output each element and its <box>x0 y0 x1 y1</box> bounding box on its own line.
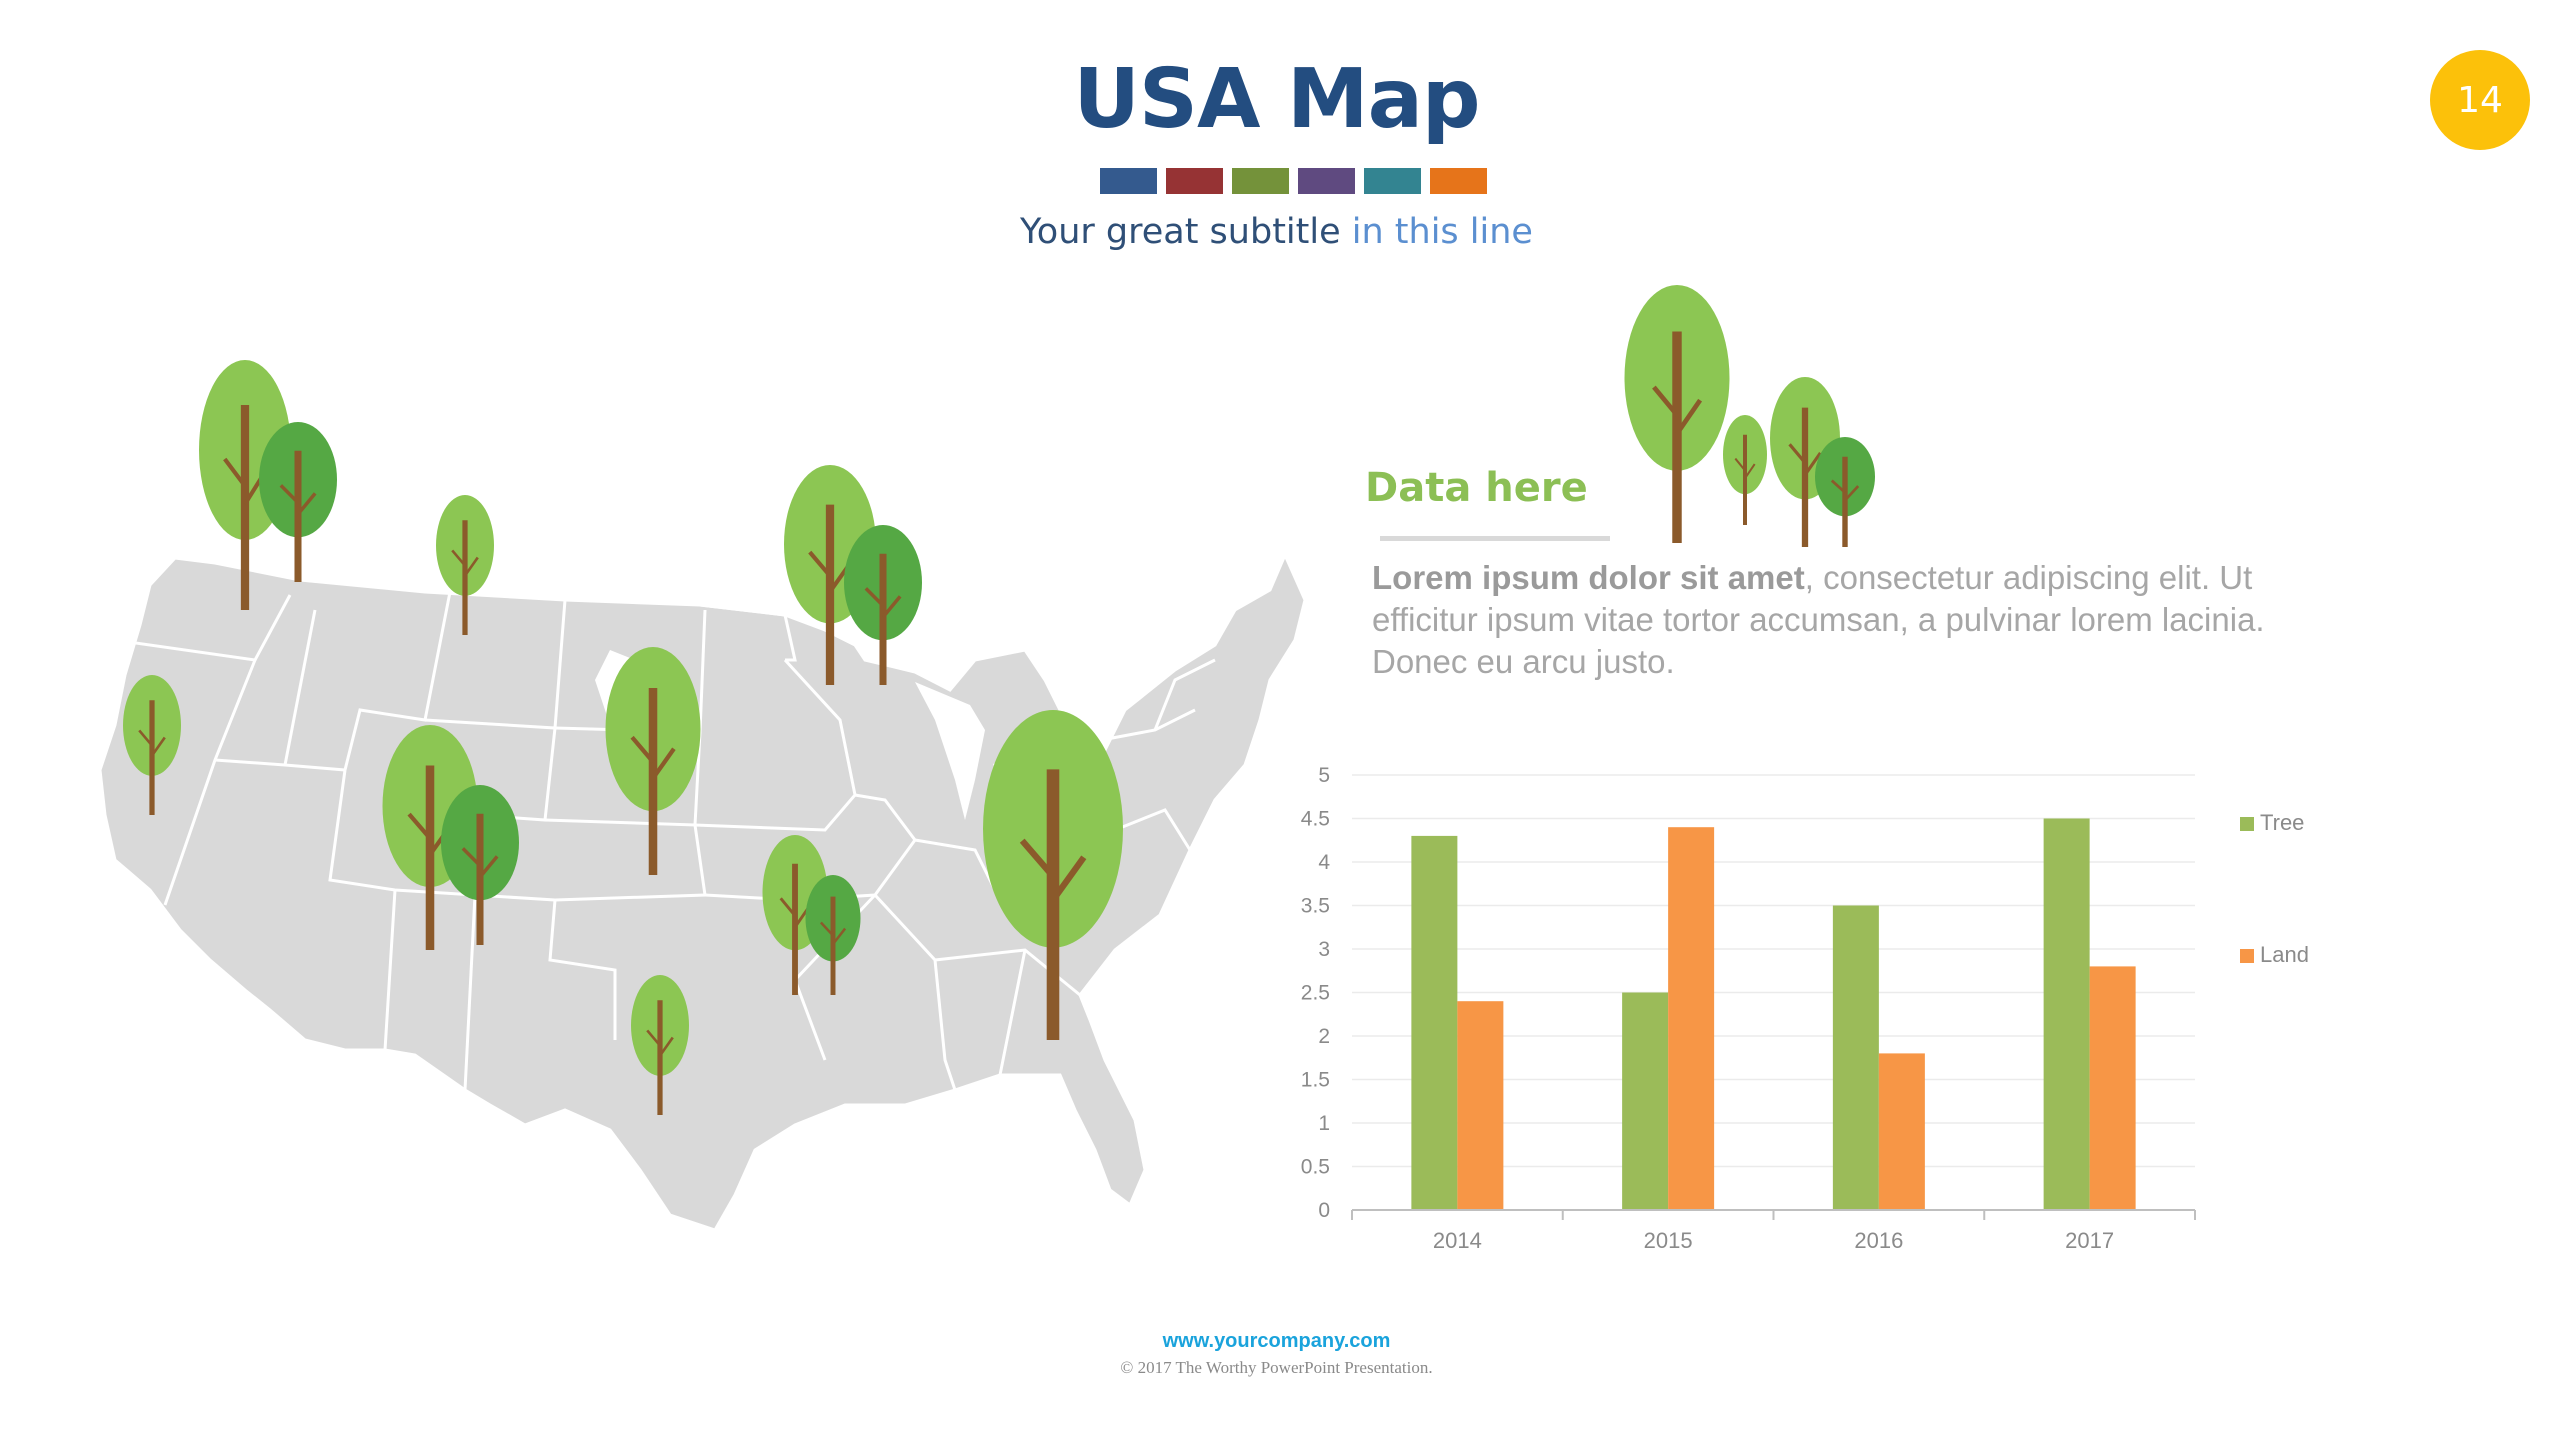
y-tick-label: 1 <box>1318 1112 1330 1135</box>
chart-axes: 0 0.5 1 1.5 2 2.5 3 3.5 4 4.5 5 2014 2015 2016 2017 <box>1301 764 2196 1253</box>
legend-label: Tree <box>2260 810 2304 835</box>
bar-chart: 0 0.5 1 1.5 2 2.5 3 3.5 4 4.5 5 2014 2015 2016 2017 Tr… <box>1301 764 2309 1253</box>
page-title: USA Map <box>1073 52 1480 147</box>
tree-icon <box>805 875 861 995</box>
color-swatch <box>1430 168 1487 194</box>
tree-icon <box>1815 437 1875 547</box>
color-swatch-bar <box>1100 168 1487 194</box>
chart-legend: Tree Land <box>2240 810 2309 967</box>
bar-land <box>2089 966 2136 1210</box>
color-swatch <box>1232 168 1289 194</box>
tree-icon <box>631 975 689 1115</box>
tree-icon <box>436 495 494 635</box>
tree-cluster-illustration <box>1624 285 1875 547</box>
bar-tree <box>1832 905 1879 1210</box>
tree-icon <box>259 422 337 582</box>
subtitle-highlight: in this line <box>1340 212 1533 252</box>
y-tick-label: 0 <box>1318 1199 1330 1222</box>
page-number-badge: 14 <box>2430 50 2530 150</box>
y-tick-label: 4.5 <box>1301 808 1330 831</box>
legend-swatch <box>2240 817 2254 831</box>
tree-icon <box>1723 415 1767 525</box>
body-text-rest: , consectetur adipiscing elit. Ut effici… <box>1372 559 2265 680</box>
y-tick-label: 3.5 <box>1301 895 1330 918</box>
x-tick-label: 2014 <box>1433 1228 1482 1253</box>
color-swatch <box>1166 168 1223 194</box>
x-tick-label: 2015 <box>1644 1228 1693 1253</box>
bar-land <box>1878 1053 1925 1210</box>
footer-url[interactable]: www.yourcompany.com <box>1162 1330 1391 1352</box>
usa-map <box>98 360 1307 1232</box>
body-bold-lead: Lorem ipsum dolor sit amet <box>1372 559 1805 596</box>
body-paragraph: Lorem ipsum dolor sit amet, consectetur … <box>1372 557 2352 683</box>
heading-underline <box>1380 536 1610 541</box>
tree-icon <box>1624 285 1730 543</box>
tree-icon <box>441 785 519 945</box>
tree-icon <box>605 647 701 875</box>
bar-tree <box>1622 992 1669 1210</box>
y-tick-label: 2 <box>1318 1025 1330 1048</box>
legend-label: Land <box>2260 942 2309 967</box>
subtitle-main: Your great subtitle <box>1020 212 1341 252</box>
x-tick-label: 2016 <box>1854 1228 1903 1253</box>
bar-land <box>1668 827 1715 1210</box>
y-tick-label: 4 <box>1318 851 1330 874</box>
bar-tree <box>2043 818 2090 1210</box>
color-swatch <box>1364 168 1421 194</box>
bar-land <box>1457 1001 1504 1210</box>
tree-icon <box>844 525 922 685</box>
tree-icon <box>983 710 1123 1040</box>
section-heading: Data here <box>1365 465 1588 511</box>
y-tick-label: 5 <box>1318 764 1330 787</box>
y-tick-label: 0.5 <box>1301 1156 1330 1179</box>
x-tick-label: 2017 <box>2065 1228 2114 1253</box>
legend-swatch <box>2240 949 2254 963</box>
y-tick-label: 1.5 <box>1301 1069 1330 1092</box>
color-swatch <box>1298 168 1355 194</box>
bar-tree <box>1411 835 1458 1210</box>
color-swatch <box>1100 168 1157 194</box>
y-tick-label: 2.5 <box>1301 982 1330 1005</box>
footer-copyright: © 2017 The Worthy PowerPoint Presentatio… <box>1120 1358 1433 1377</box>
tree-icon <box>123 675 181 815</box>
chart-bars <box>1411 818 2136 1210</box>
y-tick-label: 3 <box>1318 938 1330 961</box>
map-tree-cluster <box>123 360 1123 1115</box>
page-subtitle: Your great subtitle in this line <box>0 212 2553 252</box>
